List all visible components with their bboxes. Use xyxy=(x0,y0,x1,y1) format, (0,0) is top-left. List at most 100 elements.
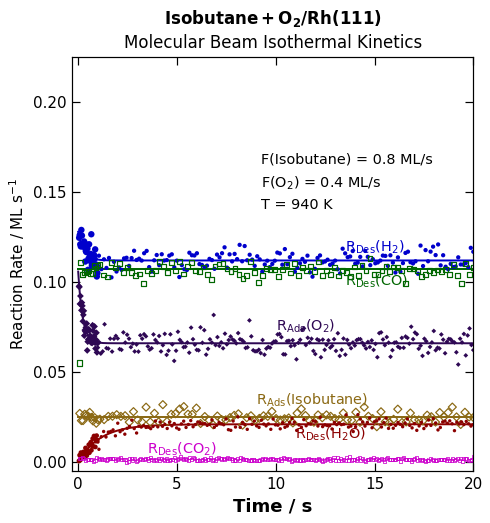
Point xyxy=(84,412,92,420)
Point xyxy=(86,408,94,417)
Point xyxy=(122,458,130,467)
Point xyxy=(241,420,248,429)
Point xyxy=(152,251,160,259)
Point xyxy=(218,455,225,463)
Point xyxy=(407,323,415,331)
Point xyxy=(275,330,283,338)
Point xyxy=(448,419,456,428)
Point xyxy=(337,346,345,354)
Point xyxy=(381,341,389,349)
Point xyxy=(225,251,233,259)
Point xyxy=(455,457,463,465)
Point xyxy=(88,441,96,450)
Point xyxy=(409,335,416,344)
Point xyxy=(416,242,424,250)
Point xyxy=(105,454,113,462)
Point xyxy=(81,326,89,334)
Point xyxy=(460,454,467,463)
Point xyxy=(127,268,135,277)
Point xyxy=(354,271,362,279)
Point xyxy=(130,455,138,463)
Point xyxy=(81,444,89,452)
Point xyxy=(303,252,311,260)
Point xyxy=(300,456,308,464)
Point xyxy=(295,456,303,464)
Point xyxy=(450,426,458,435)
Point xyxy=(153,456,161,464)
Point xyxy=(368,414,376,423)
Point xyxy=(317,353,324,361)
Point xyxy=(284,456,292,464)
Point xyxy=(405,421,413,429)
Point xyxy=(78,452,86,461)
Point xyxy=(253,347,261,356)
Point xyxy=(278,260,286,269)
Point xyxy=(100,271,108,279)
Point xyxy=(110,454,118,463)
Point xyxy=(147,453,154,462)
Point xyxy=(356,253,364,261)
Point xyxy=(255,346,263,354)
Point xyxy=(322,411,330,419)
Point xyxy=(346,253,354,261)
Point xyxy=(292,457,300,465)
Point xyxy=(366,261,374,269)
Point xyxy=(434,455,442,463)
Point xyxy=(87,338,95,347)
Point xyxy=(352,457,360,465)
Point xyxy=(87,413,95,422)
Point xyxy=(354,411,362,419)
Point xyxy=(134,456,142,464)
Point xyxy=(405,265,413,273)
Point xyxy=(193,346,200,354)
Point xyxy=(213,421,220,429)
Point xyxy=(213,251,220,259)
Point xyxy=(372,423,380,431)
Point xyxy=(210,455,218,463)
Point xyxy=(247,332,255,340)
Point xyxy=(417,272,425,281)
Point xyxy=(332,347,340,355)
Point xyxy=(220,243,228,252)
Point xyxy=(164,456,171,464)
Point xyxy=(415,345,422,353)
Point xyxy=(144,266,151,275)
Point xyxy=(382,454,390,463)
Point xyxy=(243,455,250,463)
Point xyxy=(279,453,287,462)
Point xyxy=(331,414,339,423)
Point xyxy=(334,329,342,337)
Point xyxy=(356,418,364,427)
Point xyxy=(161,420,169,429)
Point xyxy=(413,426,420,435)
Point xyxy=(93,272,100,281)
Point xyxy=(428,456,436,464)
Point xyxy=(238,418,246,427)
Point xyxy=(216,253,223,262)
Point xyxy=(423,411,431,419)
Text: R$_{\mathregular{Des}}$(CO): R$_{\mathregular{Des}}$(CO) xyxy=(344,273,408,290)
Point xyxy=(330,263,338,271)
Point xyxy=(435,344,443,353)
Point xyxy=(376,256,384,265)
Point xyxy=(93,328,100,337)
Point xyxy=(376,456,384,464)
Point xyxy=(280,415,288,423)
Point xyxy=(136,331,144,339)
Point xyxy=(222,340,230,349)
Point xyxy=(433,344,441,352)
Point xyxy=(306,262,314,270)
Point xyxy=(386,268,393,276)
Point xyxy=(467,456,475,464)
Point xyxy=(459,260,466,269)
Point xyxy=(185,348,193,357)
Point xyxy=(183,262,191,270)
Point xyxy=(339,455,347,463)
Point xyxy=(452,413,460,421)
Point xyxy=(130,247,138,255)
Point xyxy=(160,256,168,265)
Point xyxy=(411,328,418,337)
Point xyxy=(307,420,315,428)
Point xyxy=(314,411,321,419)
Point xyxy=(403,334,411,342)
